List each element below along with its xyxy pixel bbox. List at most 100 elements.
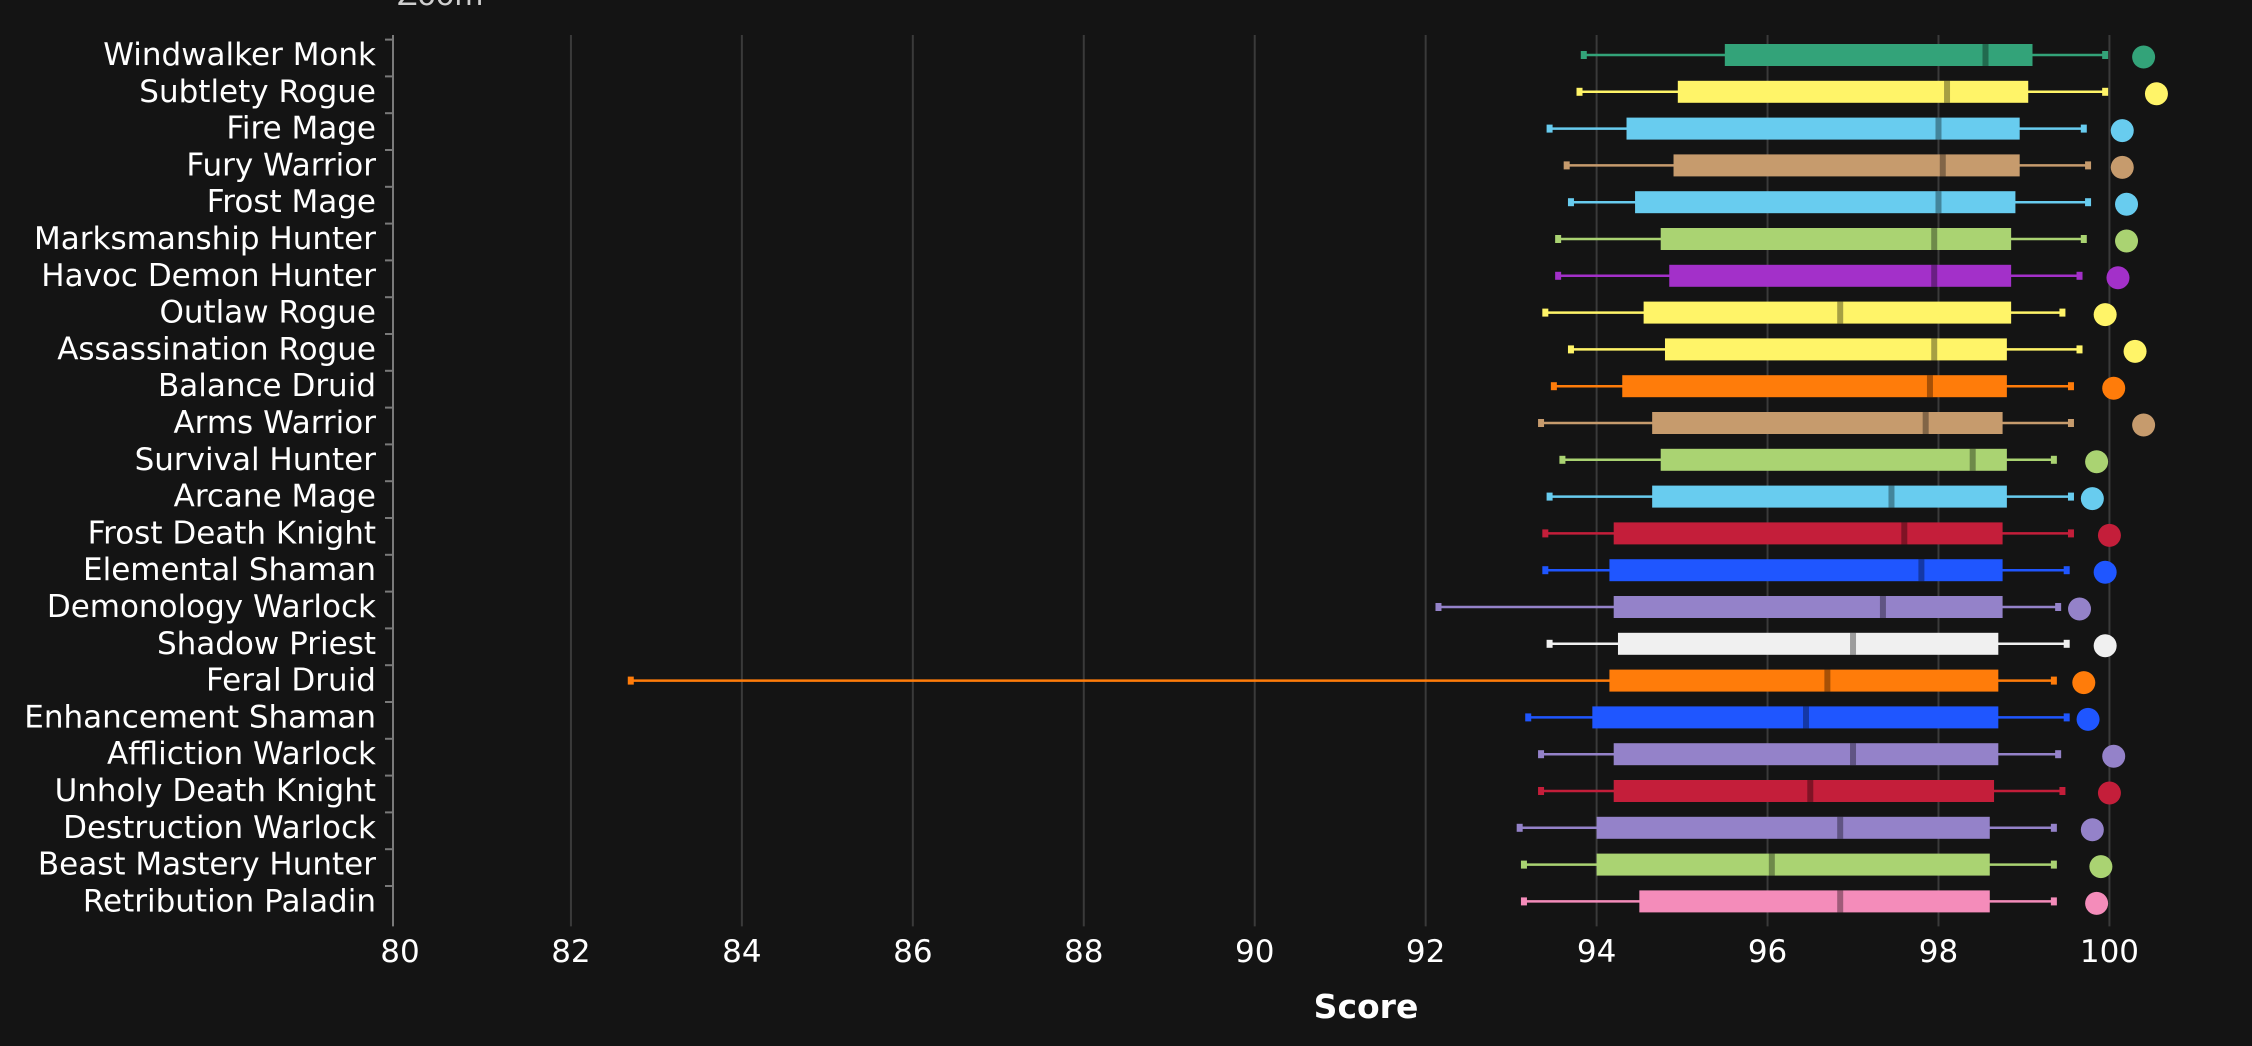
zoom-button[interactable]: Zoom [397,0,483,13]
whisker-max-cap [2050,455,2057,464]
median-marker [1918,559,1925,582]
top-score-dot [2097,781,2121,805]
whisker-max-cap [2059,787,2066,795]
iqr-box [1613,780,1995,802]
y-tick-label: Outlaw Rogue [159,295,376,331]
whisker-min-cap [1576,87,1583,96]
y-tick-label: Assassination Rogue [57,331,376,367]
whisker-max-cap [2102,51,2109,59]
y-tick-label: Arms Warrior [173,405,376,441]
median-marker [1939,154,1946,177]
y-tick-label: Beast Mastery Hunter [38,847,376,883]
iqr-box [1609,669,1999,692]
iqr-box [1613,522,2003,545]
median-marker [1879,596,1886,618]
top-score-dot [2115,192,2139,216]
iqr-box [1635,191,2016,214]
whisker-min-cap [1538,750,1545,759]
top-score-dot [2089,855,2113,879]
top-score-dot [2093,560,2117,584]
iqr-box [1592,706,1999,729]
whisker-min-cap [1542,308,1549,317]
x-tick-label: 90 [1235,934,1274,970]
whisker-min-cap [1546,639,1553,648]
whisker-min-cap [1559,455,1566,464]
whisker-max-cap [2085,198,2092,207]
top-score-dot [2144,82,2168,106]
x-tick-label: 80 [380,934,419,970]
whisker-min-cap [1520,897,1527,906]
whisker-min-cap [1542,566,1549,575]
iqr-box [1613,743,1999,766]
top-score-dot [2080,818,2104,842]
iqr-box [1596,853,1990,876]
x-tick-label: 100 [2080,934,2139,970]
y-tick-label: Enhancement Shaman [24,699,376,735]
whisker-min-cap [1555,271,1562,280]
median-marker [1824,669,1831,692]
iqr-box [1669,264,2012,287]
whisker-max-cap [2076,345,2083,354]
whisker-max-cap [2055,750,2062,759]
whisker-min-cap [1546,492,1553,501]
top-score-dot [2072,671,2096,695]
y-tick-label: Survival Hunter [135,442,377,478]
y-tick-label: Frost Mage [207,184,376,220]
y-tick-label: Windwalker Monk [103,37,376,73]
whisker-max-cap [2067,419,2074,427]
whisker-min-cap [1563,161,1570,170]
top-score-dot [2085,891,2109,915]
top-score-dot [2115,229,2139,253]
y-tick-label: Balance Druid [158,368,376,404]
whisker-min-cap [1538,787,1545,795]
y-tick-label: Demonology Warlock [47,589,376,625]
y-tick-label: Havoc Demon Hunter [41,258,376,294]
iqr-box [1677,80,2029,103]
whisker-min-cap [1435,603,1442,611]
whisker-min-cap [627,676,634,685]
median-marker [1803,706,1810,729]
y-tick-label: Feral Druid [206,663,376,699]
whisker-max-cap [2067,382,2074,391]
whisker-max-cap [2080,235,2087,243]
median-marker [1931,264,1938,287]
whisker-max-cap [2076,271,2083,280]
top-score-dot [2106,266,2130,290]
iqr-box [1613,596,2003,618]
top-score-dot [2123,339,2147,363]
iqr-box [1660,448,2007,471]
iqr-box [1643,301,2012,324]
top-score-dot [2102,376,2126,400]
whisker-max-cap [2050,676,2057,685]
iqr-box [1652,485,2007,508]
top-score-dot [2132,45,2156,69]
iqr-box [1724,44,2033,66]
iqr-box [1660,228,2012,250]
y-tick-label: Unholy Death Knight [55,773,376,809]
x-tick-label: 98 [1919,934,1958,970]
median-marker [1888,485,1895,508]
median-marker [1850,632,1857,655]
x-tick-label: 94 [1577,934,1616,970]
top-score-dot [2102,744,2126,768]
whisker-min-cap [1567,198,1574,207]
whisker-max-cap [2080,124,2087,133]
top-score-dot [2068,597,2092,621]
whisker-max-cap [2050,860,2057,869]
whisker-max-cap [2050,897,2057,906]
median-marker [1922,412,1929,434]
x-tick-label: 88 [1064,934,1103,970]
top-score-dot [2097,523,2121,547]
top-score-dot [2132,413,2156,437]
y-tick-label: Subtlety Rogue [139,74,376,110]
iqr-box [1652,412,2003,434]
y-tick-label: Fire Mage [226,111,376,147]
y-tick-label: Marksmanship Hunter [34,221,376,257]
top-score-dot [2093,634,2117,658]
median-marker [1926,375,1933,398]
median-marker [1935,191,1942,214]
iqr-box [1626,117,2020,140]
median-marker [1982,44,1989,66]
y-tick-label: Destruction Warlock [63,810,376,846]
median-marker [1935,117,1942,140]
